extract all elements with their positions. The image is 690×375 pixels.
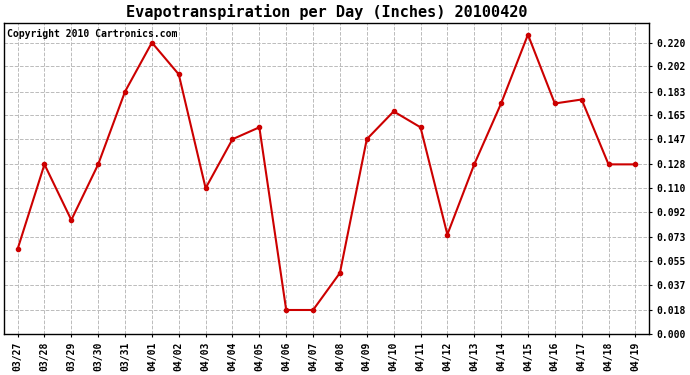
Title: Evapotranspiration per Day (Inches) 20100420: Evapotranspiration per Day (Inches) 2010… xyxy=(126,4,527,20)
Text: Copyright 2010 Cartronics.com: Copyright 2010 Cartronics.com xyxy=(8,29,178,39)
